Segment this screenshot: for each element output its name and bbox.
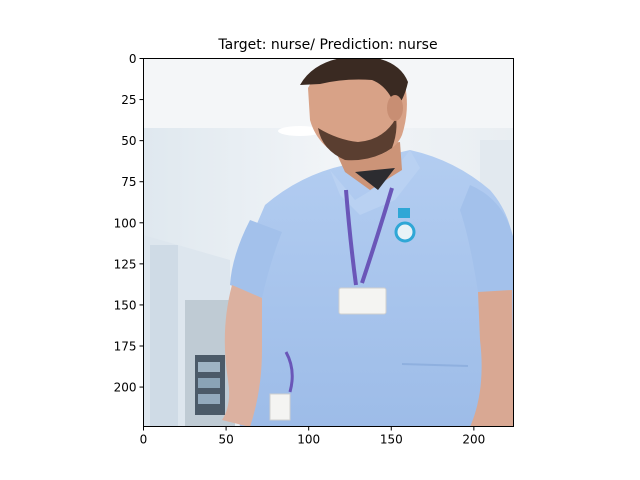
x-axis: 0 50 100 150 200 (140, 426, 485, 447)
x-tick-label: 0 (140, 433, 148, 447)
y-tick-label: 75 (121, 175, 136, 189)
plot-title: Target: nurse/ Prediction: nurse (217, 37, 437, 53)
y-tick-label: 175 (114, 340, 137, 354)
y-tick-label: 25 (121, 93, 136, 107)
x-tick-label: 50 (218, 433, 233, 447)
x-tick-label: 100 (297, 433, 320, 447)
y-tick-label: 0 (129, 52, 137, 66)
y-axis: 0 25 50 75 100 125 150 175 200 (114, 52, 144, 395)
y-tick-label: 125 (114, 257, 137, 271)
y-tick-label: 150 (114, 298, 137, 312)
photo-image (143, 58, 514, 427)
x-tick-label: 200 (462, 433, 485, 447)
x-tick-label: 150 (380, 433, 403, 447)
y-tick-label: 50 (121, 134, 136, 148)
y-tick-label: 200 (114, 381, 137, 395)
y-tick-label: 100 (114, 216, 137, 230)
axes-frame (143, 58, 514, 427)
